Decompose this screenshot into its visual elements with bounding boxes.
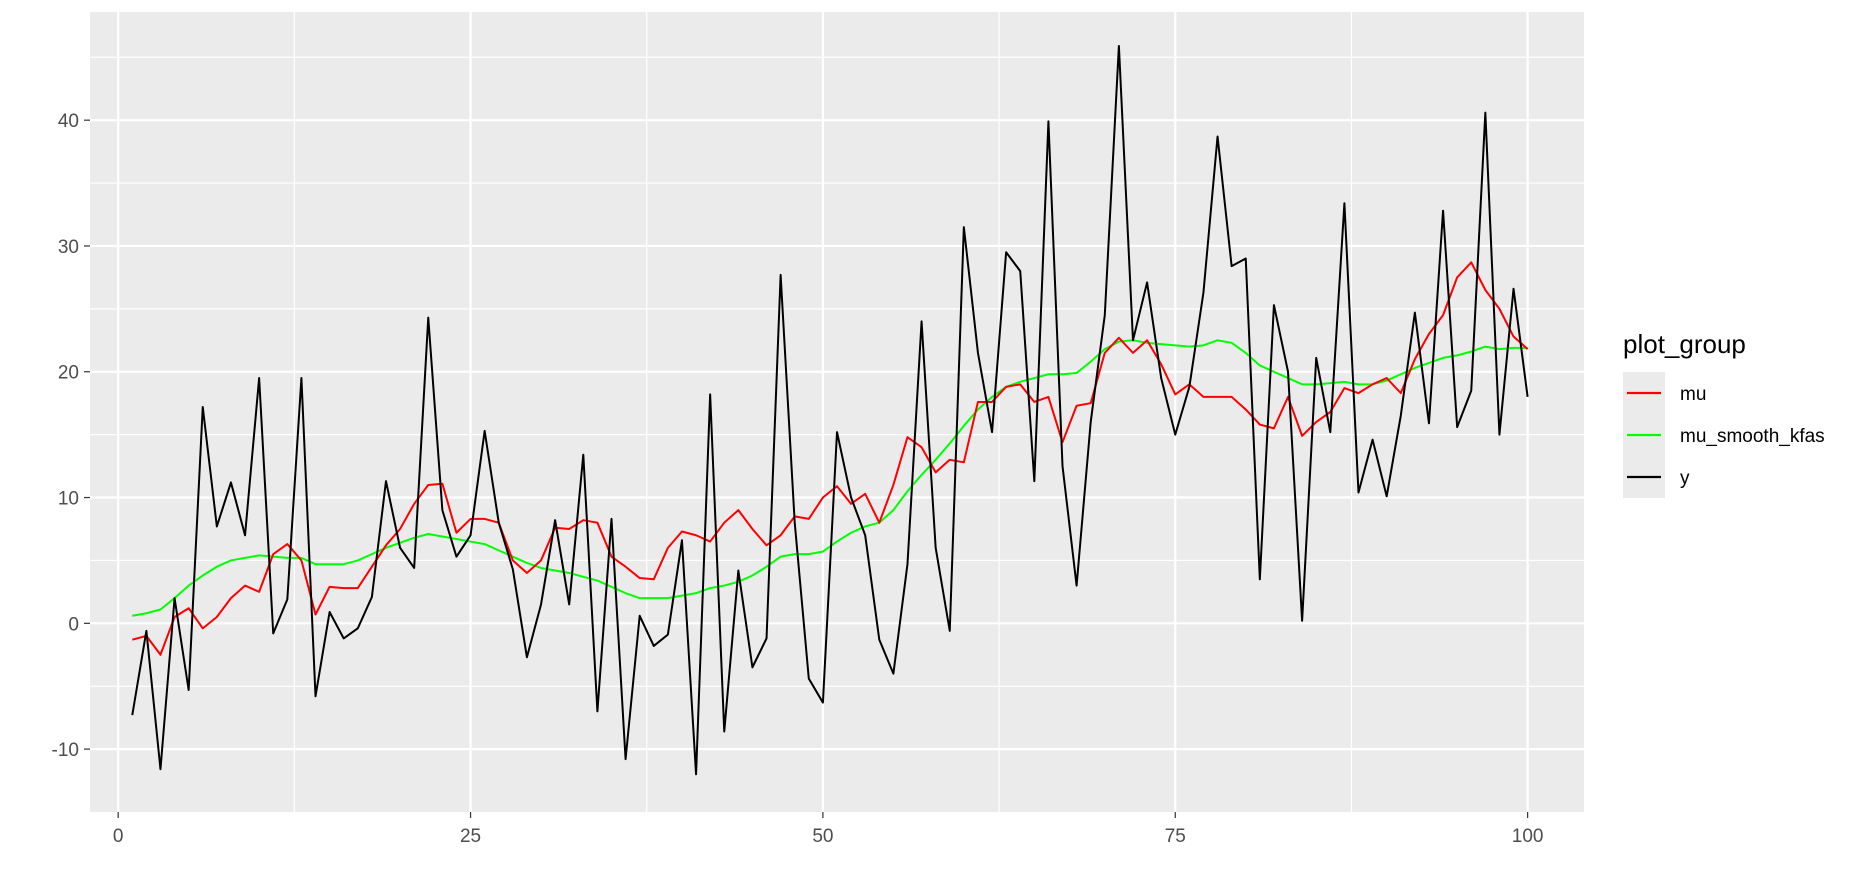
- x-tick-label: 100: [1512, 826, 1544, 847]
- x-tick-label: 25: [460, 826, 481, 847]
- series-line-mu: [132, 261, 1529, 656]
- y-tick-label: -10: [52, 740, 79, 761]
- y-tick-label: 40: [58, 111, 79, 132]
- legend-title: plot_group: [1623, 329, 1746, 359]
- series-line-y: [131, 44, 1529, 776]
- series-line-mu-smooth-kfas: [132, 339, 1528, 617]
- y-tick-label: 0: [68, 614, 79, 635]
- legend-label: mu_smooth_kfas: [1680, 426, 1825, 447]
- x-tick-label: 50: [812, 826, 833, 847]
- legend-label: mu: [1680, 384, 1706, 405]
- y-tick-label: 20: [58, 363, 79, 384]
- grid-minor: [90, 12, 1584, 812]
- y-tick-label: 30: [58, 237, 79, 258]
- x-tick-label: 0: [113, 826, 124, 847]
- panel-background: [90, 12, 1584, 812]
- y-tick-label: 10: [58, 489, 79, 510]
- grid-major: [90, 12, 1584, 812]
- x-axis: 0 25 50 75 100: [113, 812, 1544, 847]
- y-axis: -10 0 10 20 30 40: [52, 111, 90, 761]
- x-tick-label: 75: [1165, 826, 1186, 847]
- legend-label: y: [1680, 468, 1690, 489]
- series-layer: [131, 44, 1529, 776]
